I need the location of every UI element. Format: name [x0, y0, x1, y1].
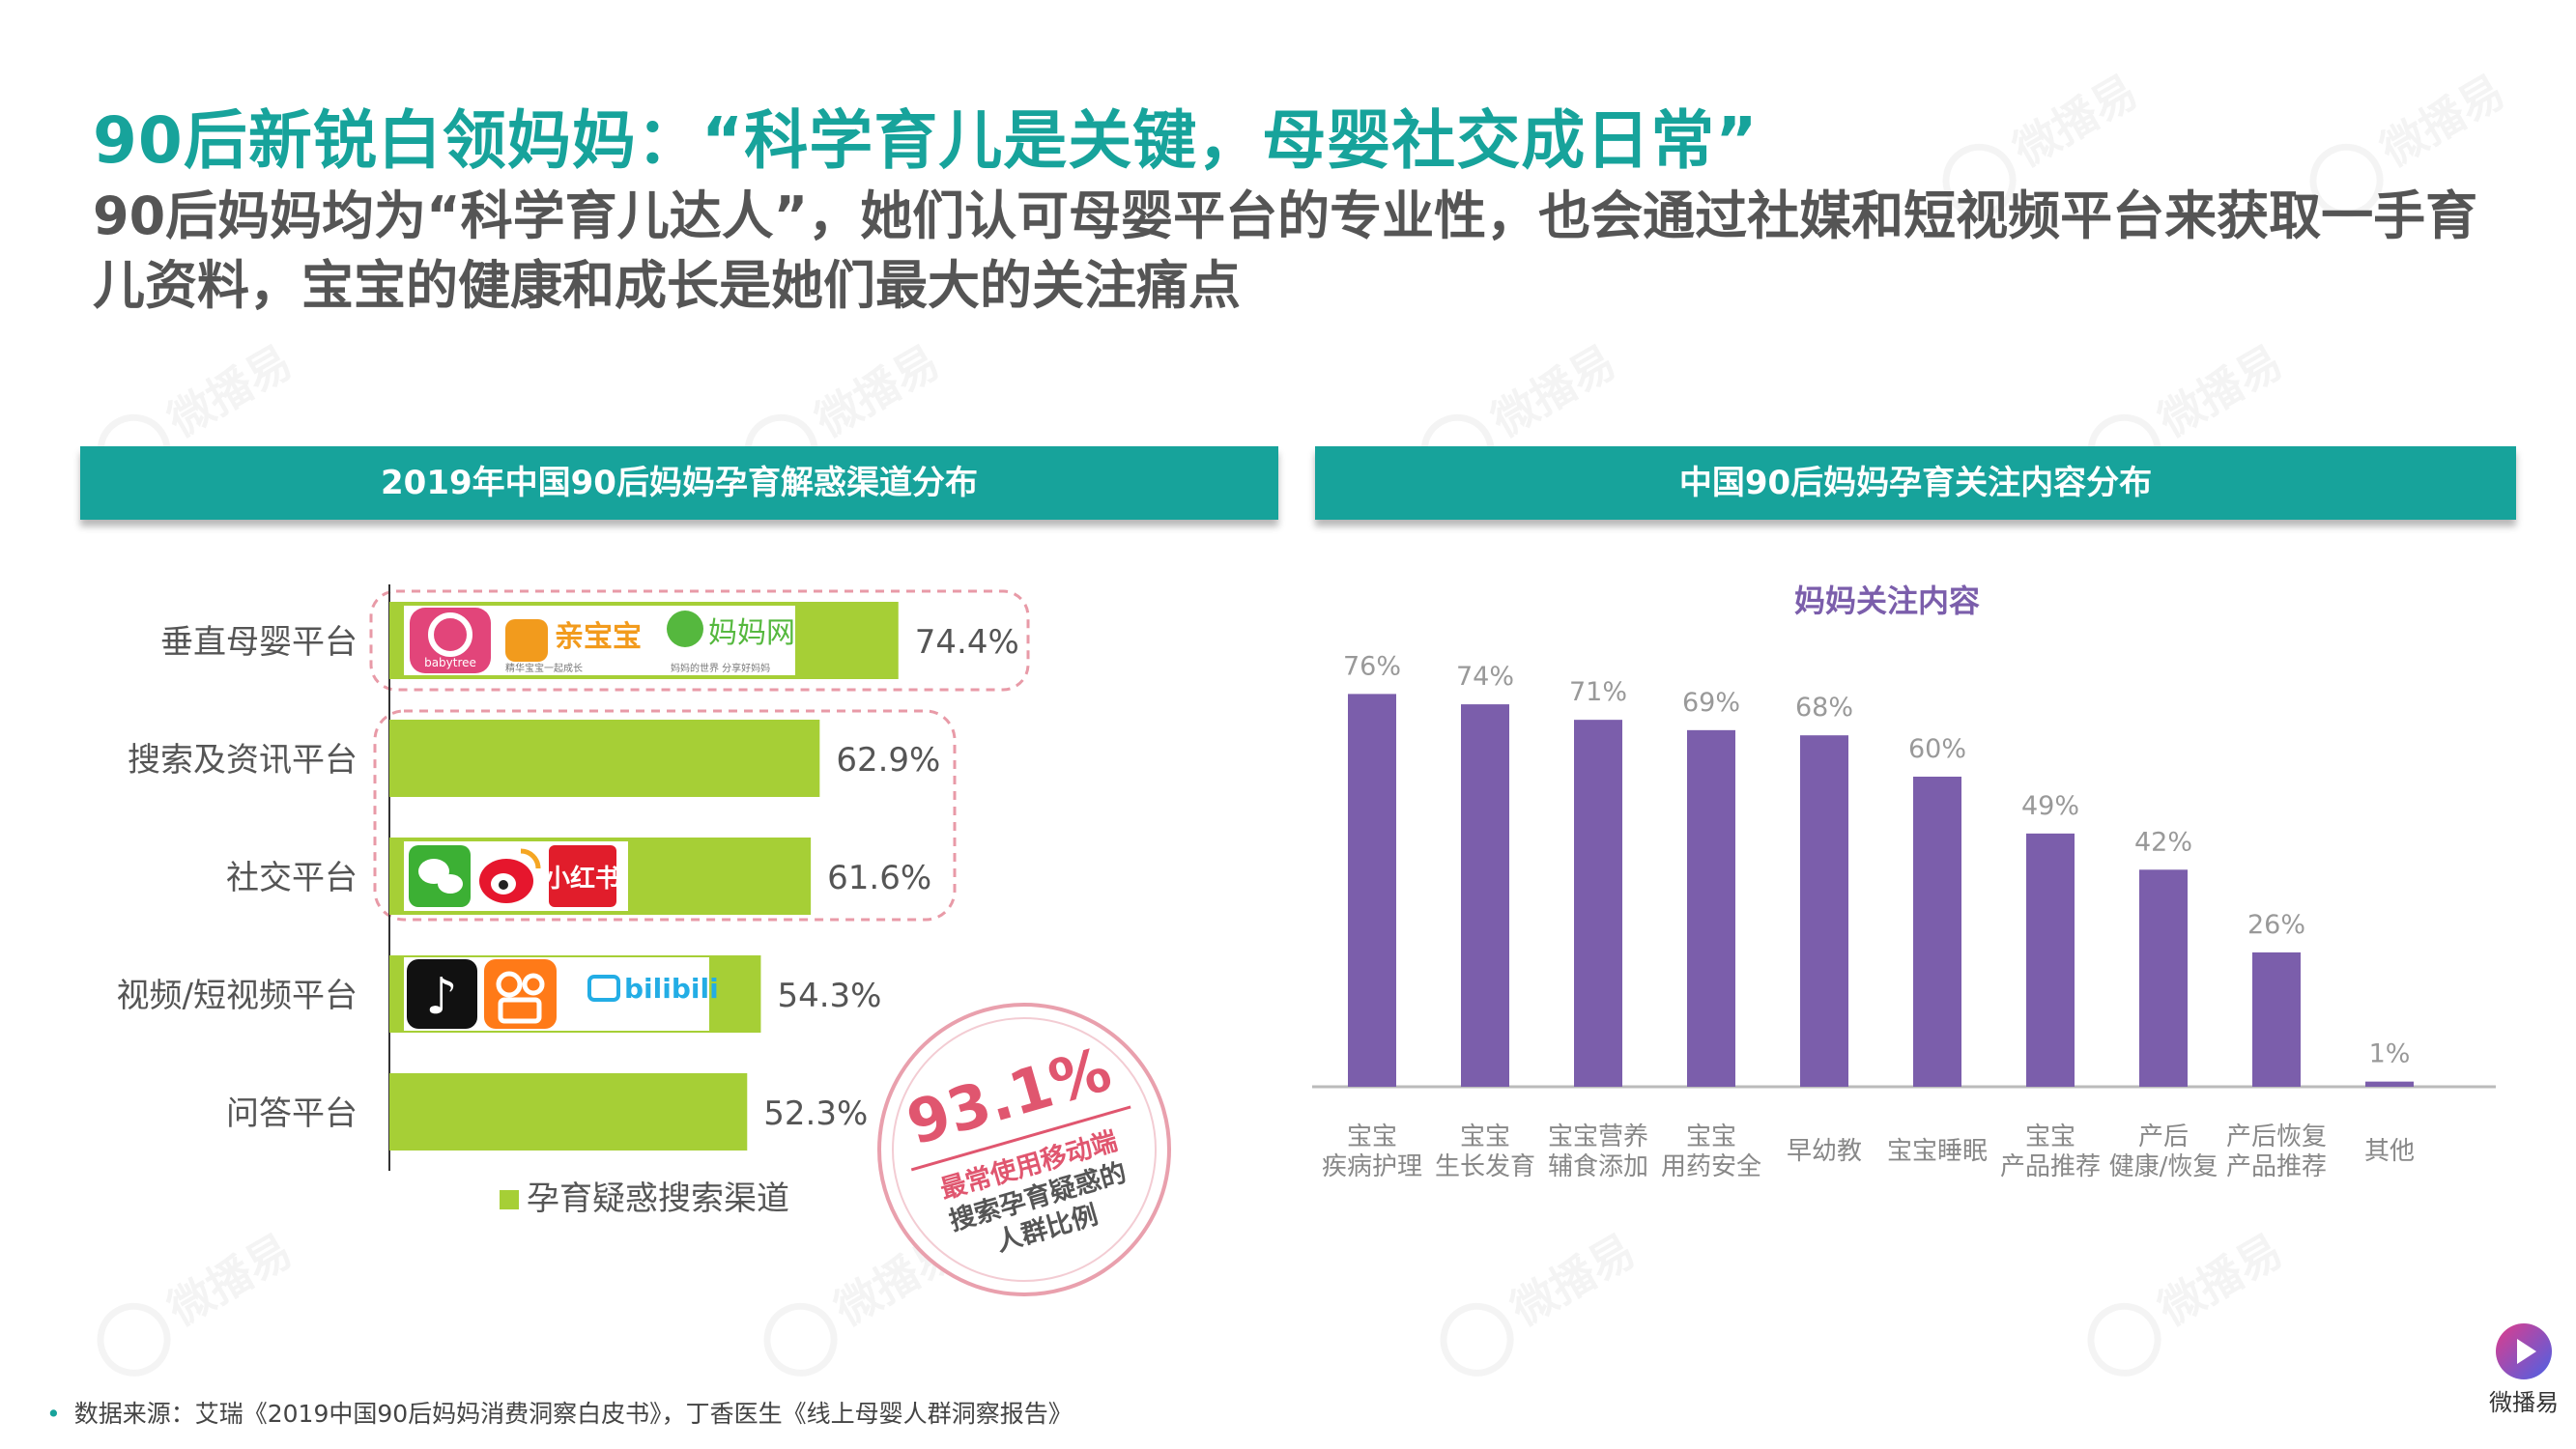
value-label: 54.3% [777, 977, 881, 1015]
category-label: 问答平台 [226, 1094, 358, 1133]
category-label: 视频/短视频平台 [117, 977, 358, 1015]
value-label: 1% [2369, 1039, 2411, 1069]
value-label: 76% [1343, 651, 1401, 681]
value-label: 68% [1795, 693, 1853, 723]
value-label: 52.3% [763, 1094, 868, 1133]
category-label: 产后 [2138, 1122, 2189, 1151]
qinbaobao-logo: 亲宝宝 [555, 620, 642, 654]
category-label: 产品推荐 [2226, 1152, 2327, 1181]
data-source-text: 数据来源：艾瑞《2019中国90后妈妈消费洞察白皮书》，丁香医生《线上母婴人群洞… [73, 1400, 1073, 1428]
value-label: 26% [2247, 910, 2305, 940]
bar [2139, 869, 2188, 1087]
value-label: 71% [1569, 677, 1627, 707]
highlight-box-vertical [369, 589, 1030, 692]
bar [1574, 720, 1622, 1087]
kuaishou-circle [496, 971, 523, 998]
value-label: 61.6% [827, 859, 931, 897]
kuaishou-circle [522, 973, 545, 996]
babytree-text: babytree [424, 656, 476, 669]
content-bar-chart: 妈妈关注内容76%宝宝疾病护理74%宝宝生长发育71%宝宝营养辅食添加69%宝宝… [1312, 582, 2496, 1181]
bar [389, 1073, 748, 1151]
value-label: 74% [1456, 662, 1514, 692]
bilibili-logo: bilibili [624, 973, 719, 1005]
mamawang-logo: 妈妈网 [708, 616, 795, 650]
xiaohongshu-icon [549, 845, 616, 907]
douyin-glyph: ♪ [425, 968, 457, 1026]
highlight-box-social [373, 709, 957, 922]
category-label: 宝宝 [1686, 1122, 1736, 1151]
channel-bar-chart: 垂直母婴平台 74.4% 搜索及资讯平台 62.9% 社交平台 61.6% 视频/短视频平台… [117, 584, 1171, 1296]
babytree-icon [428, 612, 472, 657]
kuaishou-camera [498, 997, 542, 1024]
douyin-icon [407, 959, 477, 1029]
legend-label: 孕育疑惑搜索渠道 [527, 1179, 789, 1218]
value-label: 42% [2134, 827, 2192, 857]
stamp-ring [877, 1003, 1171, 1296]
brand-logo: 微播易 [2485, 1323, 2562, 1417]
value-label: 62.9% [836, 741, 940, 780]
qinbaobao-tagline: 精华宝宝一起成长 [505, 662, 583, 674]
bilibili-icon [587, 975, 620, 1002]
babytree-logo [410, 608, 491, 673]
left-panel-header: 2019年中国90后妈妈孕育解惑渠道分布 [80, 446, 1278, 520]
play-icon [2496, 1323, 2552, 1379]
category-label: 生长发育 [1435, 1152, 1535, 1181]
right-panel-header: 中国90后妈妈孕育关注内容分布 [1315, 446, 2516, 520]
legend-swatch [500, 1190, 519, 1209]
wechat-bubble [438, 874, 463, 894]
bar [1461, 704, 1509, 1087]
page-subtitle: 90后妈妈均为“科学育儿达人”，她们认可母婴平台的专业性，也会通过社媒和短视频平… [93, 185, 2478, 316]
category-label: 用药安全 [1661, 1152, 1761, 1181]
category-label: 早幼教 [1787, 1137, 1862, 1166]
weibo-wave [520, 848, 541, 869]
mamawang-icon [667, 611, 703, 647]
qinbaobao-icon [505, 619, 548, 662]
xiaohongshu-logo: 小红书 [545, 864, 620, 894]
category-label: 社交平台 [226, 859, 358, 897]
stamp-inner-ring [892, 1017, 1157, 1282]
bar [1913, 777, 1961, 1087]
brand-text: 微播易 [2489, 1389, 2559, 1416]
category-label: 产品推荐 [2000, 1152, 2101, 1181]
weibo-pupil [499, 880, 508, 890]
bar [389, 720, 820, 797]
page-title: 90后新锐白领妈妈：“科学育儿是关键，母婴社交成日常” [93, 103, 1759, 178]
value-label: 49% [2021, 791, 2079, 821]
category-label: 宝宝睡眠 [1887, 1137, 1988, 1166]
bar [2026, 833, 2075, 1087]
bar [2365, 1081, 2414, 1087]
bar [1348, 694, 1396, 1087]
value-label: 69% [1682, 688, 1740, 718]
mamawang-tagline: 妈妈的世界 分享好妈妈 [671, 662, 770, 674]
category-label: 宝宝 [2025, 1122, 2075, 1151]
category-label: 宝宝 [1347, 1122, 1397, 1151]
category-label: 搜索及资讯平台 [128, 741, 358, 780]
category-label: 垂直母婴平台 [160, 623, 358, 662]
category-label: 产后恢复 [2226, 1122, 2327, 1151]
category-label: 宝宝营养 [1548, 1122, 1648, 1151]
stamp-divider [910, 1105, 1131, 1172]
category-label: 辅食添加 [1548, 1152, 1648, 1181]
value-label: 60% [1908, 734, 1966, 764]
chart-title: 妈妈关注内容 [1794, 582, 1980, 619]
value-label: 74.4% [915, 623, 1019, 662]
category-label: 宝宝 [1460, 1122, 1510, 1151]
bar [1687, 729, 1735, 1087]
data-source: • 数据来源：艾瑞《2019中国90后妈妈消费洞察白皮书》，丁香医生《线上母婴人群… [46, 1400, 1073, 1428]
bar [1800, 735, 1848, 1087]
category-label: 疾病护理 [1322, 1152, 1422, 1181]
category-label: 健康/恢复 [2109, 1152, 2218, 1181]
category-label: 其他 [2364, 1137, 2415, 1166]
bar [2252, 952, 2301, 1087]
